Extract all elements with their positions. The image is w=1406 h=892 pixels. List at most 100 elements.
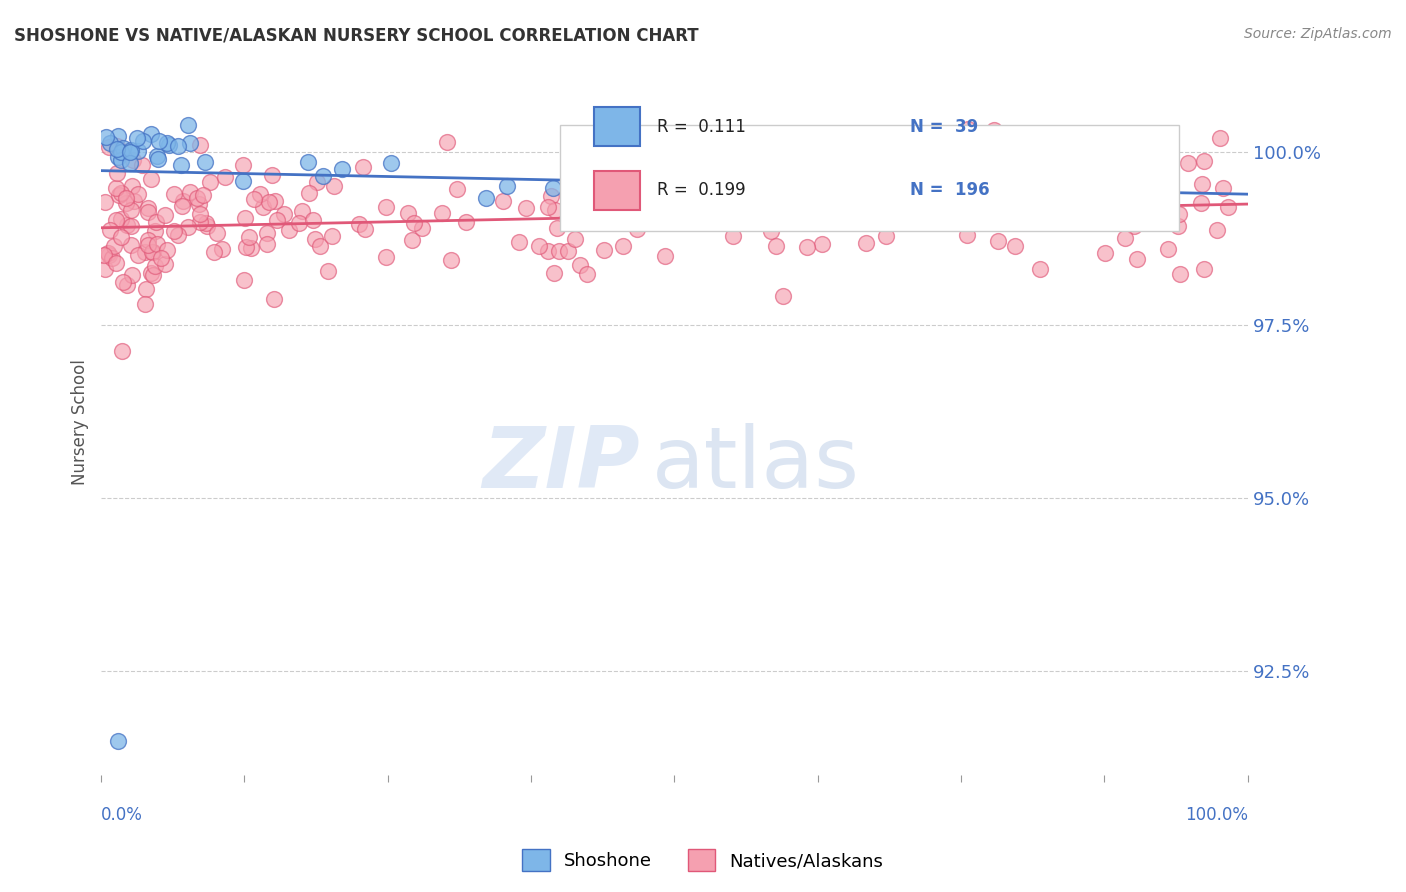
Point: [454, 215, 477, 229]
Point: [157, 137, 180, 152]
Point: [146, 152, 169, 166]
Point: [112, 141, 135, 155]
Point: [291, 203, 314, 218]
Text: SHOSHONE VS NATIVE/ALASKAN NURSERY SCHOOL CORRELATION CHART: SHOSHONE VS NATIVE/ALASKAN NURSERY SCHOO…: [14, 27, 699, 45]
Point: [1085, 176, 1108, 190]
Point: [94, 194, 117, 209]
Point: [136, 233, 159, 247]
Point: [1209, 130, 1232, 145]
Point: [1029, 262, 1052, 277]
Point: [330, 161, 353, 176]
Point: [107, 129, 129, 144]
Point: [1189, 196, 1212, 211]
Point: [790, 153, 813, 167]
Point: [537, 244, 560, 258]
Point: [375, 250, 398, 264]
Point: [120, 145, 142, 159]
Point: [994, 197, 1017, 211]
Point: [543, 266, 565, 280]
Point: [911, 179, 934, 194]
Point: [156, 136, 179, 150]
Point: [252, 200, 274, 214]
Point: [141, 266, 163, 280]
Point: [547, 244, 569, 258]
Point: [956, 227, 979, 242]
Point: [134, 244, 156, 259]
Point: [515, 202, 537, 216]
Point: [1167, 219, 1189, 234]
Point: [143, 259, 166, 273]
Point: [110, 230, 132, 244]
Point: [654, 249, 676, 263]
Point: [263, 292, 285, 306]
Point: [249, 187, 271, 202]
Point: [121, 178, 143, 193]
Point: [256, 226, 278, 240]
Point: [304, 232, 326, 246]
Point: [177, 220, 200, 235]
Point: [540, 188, 562, 202]
Point: [105, 139, 128, 153]
Text: 0.0%: 0.0%: [101, 806, 143, 824]
Point: [612, 239, 634, 253]
Point: [546, 220, 568, 235]
Point: [115, 191, 138, 205]
Point: [628, 188, 651, 202]
Text: Source: ZipAtlas.com: Source: ZipAtlas.com: [1244, 27, 1392, 41]
Point: [93, 248, 115, 262]
Point: [588, 188, 610, 202]
Point: [1114, 231, 1136, 245]
Point: [188, 137, 211, 152]
Point: [105, 142, 128, 156]
Point: [101, 251, 124, 265]
Point: [167, 227, 190, 242]
Point: [112, 275, 135, 289]
Point: [1177, 156, 1199, 170]
Point: [1043, 179, 1066, 194]
Point: [125, 131, 148, 145]
Point: [624, 181, 647, 195]
Point: [120, 238, 142, 252]
Point: [536, 201, 558, 215]
Point: [170, 198, 193, 212]
Point: [142, 268, 165, 282]
Point: [772, 289, 794, 303]
Point: [1168, 207, 1191, 221]
Point: [432, 206, 454, 220]
Point: [195, 219, 218, 233]
Point: [98, 140, 121, 154]
Point: [156, 243, 179, 257]
Point: [316, 264, 339, 278]
Point: [148, 134, 170, 148]
Point: [195, 216, 218, 230]
Point: [527, 238, 550, 252]
Point: [120, 203, 142, 218]
Point: [135, 281, 157, 295]
Point: [352, 160, 374, 174]
Point: [987, 234, 1010, 248]
Point: [256, 236, 278, 251]
Point: [1015, 191, 1038, 205]
Point: [1039, 185, 1062, 199]
Y-axis label: Nursery School: Nursery School: [72, 359, 89, 484]
Point: [991, 203, 1014, 218]
Point: [188, 215, 211, 229]
Point: [983, 122, 1005, 136]
Point: [1192, 153, 1215, 168]
FancyBboxPatch shape: [560, 125, 1180, 231]
Bar: [595, 107, 640, 146]
Point: [1212, 181, 1234, 195]
Point: [163, 225, 186, 239]
Point: [817, 184, 839, 198]
Point: [202, 245, 225, 260]
Point: [832, 211, 855, 226]
Point: [260, 168, 283, 182]
Point: [107, 150, 129, 164]
Point: [446, 182, 468, 196]
Point: [592, 244, 614, 258]
Point: [110, 153, 132, 167]
Point: [120, 156, 142, 170]
Point: [1094, 245, 1116, 260]
Point: [163, 187, 186, 202]
Text: R =  0.199: R = 0.199: [657, 181, 745, 199]
